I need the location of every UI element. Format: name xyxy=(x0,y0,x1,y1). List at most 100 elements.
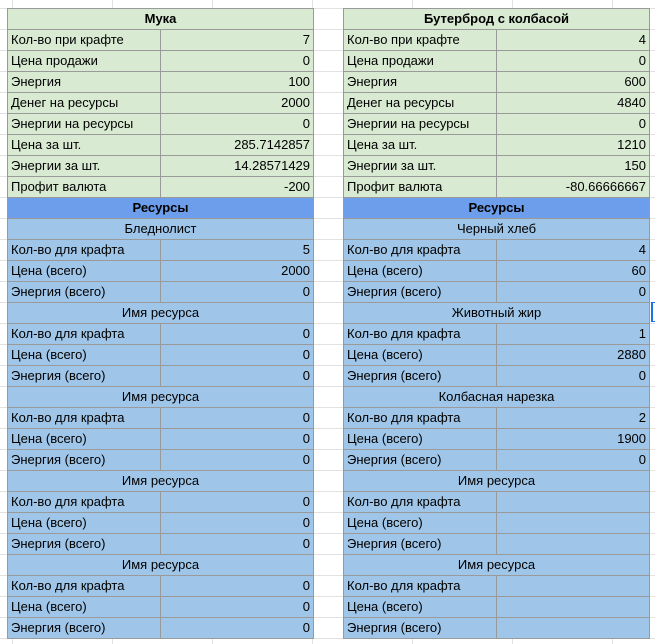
money-res-cell[interactable]: 4840 xyxy=(495,92,651,114)
price-each-cell[interactable]: 1210 xyxy=(495,134,651,156)
resource-name-cell[interactable]: Имя ресурса xyxy=(6,554,315,576)
label-cell[interactable]: Цена (всего) xyxy=(7,260,161,282)
label-cell[interactable]: Цена продажи xyxy=(7,50,161,72)
resource-price-cell[interactable]: 2880 xyxy=(495,344,651,366)
craft-qty-cell[interactable]: 7 xyxy=(159,29,315,51)
resource-qty-cell[interactable]: 1 xyxy=(495,323,651,345)
label-cell[interactable]: Профит валюта xyxy=(343,176,497,198)
resource-name-cell[interactable]: Имя ресурса xyxy=(342,470,651,492)
resources-header-cell[interactable]: Ресурсы xyxy=(342,197,651,219)
resource-qty-cell[interactable]: 2 xyxy=(495,407,651,429)
label-cell[interactable]: Энергия (всего) xyxy=(7,449,161,471)
label-cell[interactable]: Цена (всего) xyxy=(7,596,161,618)
label-cell[interactable]: Кол-во для крафта xyxy=(343,407,497,429)
resource-qty-cell[interactable] xyxy=(495,575,651,597)
label-cell[interactable]: Энергия (всего) xyxy=(7,533,161,555)
label-cell[interactable]: Энергия xyxy=(7,71,161,93)
resource-name-cell[interactable]: Имя ресурса xyxy=(6,470,315,492)
sell-price-cell[interactable]: 0 xyxy=(159,50,315,72)
resource-qty-cell[interactable]: 5 xyxy=(159,239,315,261)
energy-res-cell[interactable]: 0 xyxy=(495,113,651,135)
label-cell[interactable]: Цена за шт. xyxy=(343,134,497,156)
resource-name-cell[interactable]: Имя ресурса xyxy=(6,302,315,324)
label-cell[interactable]: Кол-во для крафта xyxy=(343,323,497,345)
resource-price-cell[interactable]: 60 xyxy=(495,260,651,282)
energy-cell[interactable]: 600 xyxy=(495,71,651,93)
label-cell[interactable]: Денег на ресурсы xyxy=(343,92,497,114)
resource-name-cell[interactable]: Бледнолист xyxy=(6,218,315,240)
label-cell[interactable]: Кол-во для крафта xyxy=(7,575,161,597)
resource-energy-cell[interactable]: 0 xyxy=(159,365,315,387)
resource-price-cell[interactable]: 0 xyxy=(159,596,315,618)
resource-energy-cell[interactable]: 0 xyxy=(495,281,651,303)
resource-energy-cell[interactable] xyxy=(495,617,651,639)
resource-price-cell[interactable]: 2000 xyxy=(159,260,315,282)
label-cell[interactable]: Цена (всего) xyxy=(343,428,497,450)
energy-cell[interactable]: 100 xyxy=(159,71,315,93)
label-cell[interactable]: Кол-во для крафта xyxy=(343,239,497,261)
label-cell[interactable]: Цена (всего) xyxy=(7,428,161,450)
price-each-cell[interactable]: 285.7142857 xyxy=(159,134,315,156)
label-cell[interactable]: Энергия xyxy=(343,71,497,93)
resource-name-cell[interactable]: Животный жир xyxy=(342,302,651,324)
label-cell[interactable]: Кол-во для крафта xyxy=(7,491,161,513)
label-cell[interactable]: Кол-во для крафта xyxy=(7,239,161,261)
label-cell[interactable]: Цена за шт. xyxy=(7,134,161,156)
label-cell[interactable]: Цена (всего) xyxy=(343,260,497,282)
label-cell[interactable]: Энергия (всего) xyxy=(7,365,161,387)
resource-price-cell[interactable] xyxy=(495,596,651,618)
resource-name-cell[interactable]: Черный хлеб xyxy=(342,218,651,240)
energy-each-cell[interactable]: 150 xyxy=(495,155,651,177)
resources-header-cell[interactable]: Ресурсы xyxy=(6,197,315,219)
resource-energy-cell[interactable]: 0 xyxy=(495,449,651,471)
label-cell[interactable]: Цена продажи xyxy=(343,50,497,72)
resource-name-cell[interactable]: Имя ресурса xyxy=(342,554,651,576)
label-cell[interactable]: Энергия (всего) xyxy=(343,533,497,555)
resource-energy-cell[interactable] xyxy=(495,533,651,555)
resource-price-cell[interactable]: 0 xyxy=(159,512,315,534)
label-cell[interactable]: Энергия (всего) xyxy=(7,281,161,303)
profit-cell[interactable]: -80.66666667 xyxy=(495,176,651,198)
label-cell[interactable]: Цена (всего) xyxy=(343,344,497,366)
label-cell[interactable]: Кол-во при крафте xyxy=(7,29,161,51)
profit-cell[interactable]: -200 xyxy=(159,176,315,198)
resource-energy-cell[interactable]: 0 xyxy=(495,365,651,387)
resource-price-cell[interactable]: 1900 xyxy=(495,428,651,450)
money-res-cell[interactable]: 2000 xyxy=(159,92,315,114)
label-cell[interactable]: Цена (всего) xyxy=(343,596,497,618)
label-cell[interactable]: Кол-во для крафта xyxy=(343,491,497,513)
energy-res-cell[interactable]: 0 xyxy=(159,113,315,135)
resource-qty-cell[interactable]: 0 xyxy=(159,407,315,429)
resource-energy-cell[interactable]: 0 xyxy=(159,617,315,639)
label-cell[interactable]: Энергия (всего) xyxy=(343,449,497,471)
resource-qty-cell[interactable]: 0 xyxy=(159,491,315,513)
resource-qty-cell[interactable]: 4 xyxy=(495,239,651,261)
cell-selection-cursor[interactable] xyxy=(651,302,655,322)
label-cell[interactable]: Энергия (всего) xyxy=(343,281,497,303)
item-title-cell[interactable]: Бутерброд с колбасой xyxy=(342,8,651,30)
label-cell[interactable]: Кол-во при крафте xyxy=(343,29,497,51)
resource-qty-cell[interactable]: 0 xyxy=(159,575,315,597)
label-cell[interactable]: Кол-во для крафта xyxy=(7,407,161,429)
resource-energy-cell[interactable]: 0 xyxy=(159,281,315,303)
label-cell[interactable]: Цена (всего) xyxy=(7,344,161,366)
resource-qty-cell[interactable] xyxy=(495,491,651,513)
item-title-cell[interactable]: Мука xyxy=(6,8,315,30)
label-cell[interactable]: Профит валюта xyxy=(7,176,161,198)
resource-energy-cell[interactable]: 0 xyxy=(159,449,315,471)
label-cell[interactable]: Денег на ресурсы xyxy=(7,92,161,114)
label-cell[interactable]: Цена (всего) xyxy=(7,512,161,534)
label-cell[interactable]: Энергии за шт. xyxy=(7,155,161,177)
resource-name-cell[interactable]: Колбасная нарезка xyxy=(342,386,651,408)
resource-price-cell[interactable]: 0 xyxy=(159,344,315,366)
label-cell[interactable]: Энергия (всего) xyxy=(343,365,497,387)
resource-price-cell[interactable] xyxy=(495,512,651,534)
label-cell[interactable]: Энергии на ресурсы xyxy=(7,113,161,135)
label-cell[interactable]: Кол-во для крафта xyxy=(343,575,497,597)
label-cell[interactable]: Кол-во для крафта xyxy=(7,323,161,345)
resource-price-cell[interactable]: 0 xyxy=(159,428,315,450)
sell-price-cell[interactable]: 0 xyxy=(495,50,651,72)
label-cell[interactable]: Энергия (всего) xyxy=(343,617,497,639)
resource-energy-cell[interactable]: 0 xyxy=(159,533,315,555)
resource-name-cell[interactable]: Имя ресурса xyxy=(6,386,315,408)
